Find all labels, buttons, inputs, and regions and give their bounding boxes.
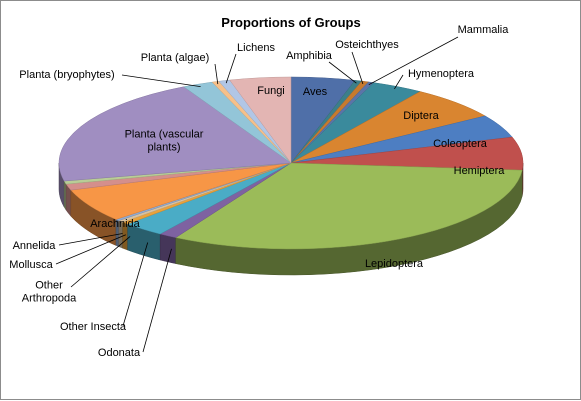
pie-slice-side-unlabeled-16 [63,180,67,211]
leader-line-planta-algae-19 [214,63,219,85]
slice-label-lepidoptera-8: Lepidoptera [365,258,424,270]
slice-label-coleoptera-6: Coleoptera [433,138,488,150]
slice-label-annelida-13: Annelida [13,240,57,252]
leader-line-lichens-20 [225,53,237,84]
leader-line-mammalia-3 [368,36,459,86]
slice-label-planta-vascular-plants-17: Planta (vascular plants) [125,129,204,154]
leader-line-hymenoptera-4 [394,74,404,90]
slice-label-mollusca-12: Mollusca [9,259,53,271]
leader-line-other-arthropoda-11 [70,236,131,288]
slice-label-planta-bryophytes-18: Planta (bryophytes) [19,69,114,81]
pie-slice-fungi-21 [229,76,292,164]
slice-label-planta-algae-19: Planta (algae) [141,52,210,64]
slice-label-hemiptera-7: Hemiptera [454,165,506,177]
slice-label-osteichthyes-2: Osteichthyes [335,39,399,51]
leader-line-planta-bryophytes-18 [121,74,201,87]
slice-label-hymenoptera-4: Hymenoptera [408,68,475,80]
pie-slice-lepidoptera-8 [175,162,523,250]
leader-line-mollusca-12 [55,234,126,265]
slice-label-mammalia-3: Mammalia [458,24,510,36]
slice-label-other-insecta-10: Other Insecta [60,321,127,333]
leader-line-amphibia-1 [328,61,357,84]
slice-label-diptera-5: Diptera [403,110,439,122]
leader-line-odonata-9 [142,248,172,353]
slice-label-odonata-9: Odonata [98,347,141,359]
leader-line-other-insecta-10 [122,242,149,327]
slice-label-aves-0: Aves [303,86,328,98]
leader-line-osteichthyes-2 [351,51,364,85]
slice-label-amphibia-1: Amphibia [286,50,333,62]
leader-line-annelida-13 [58,233,123,246]
pie-slice-planta-vascular-plants-17 [58,86,292,182]
slice-label-other-arthropoda-11: Other Arthropoda [22,280,77,305]
pie-slice-side-odonata-9 [159,233,176,264]
slice-label-fungi-21: Fungi [257,85,285,97]
chart-title: Proportions of Groups [221,15,360,30]
slice-label-lichens-20: Lichens [237,42,275,54]
slice-label-arachnida-14: Arachnida [90,218,140,230]
